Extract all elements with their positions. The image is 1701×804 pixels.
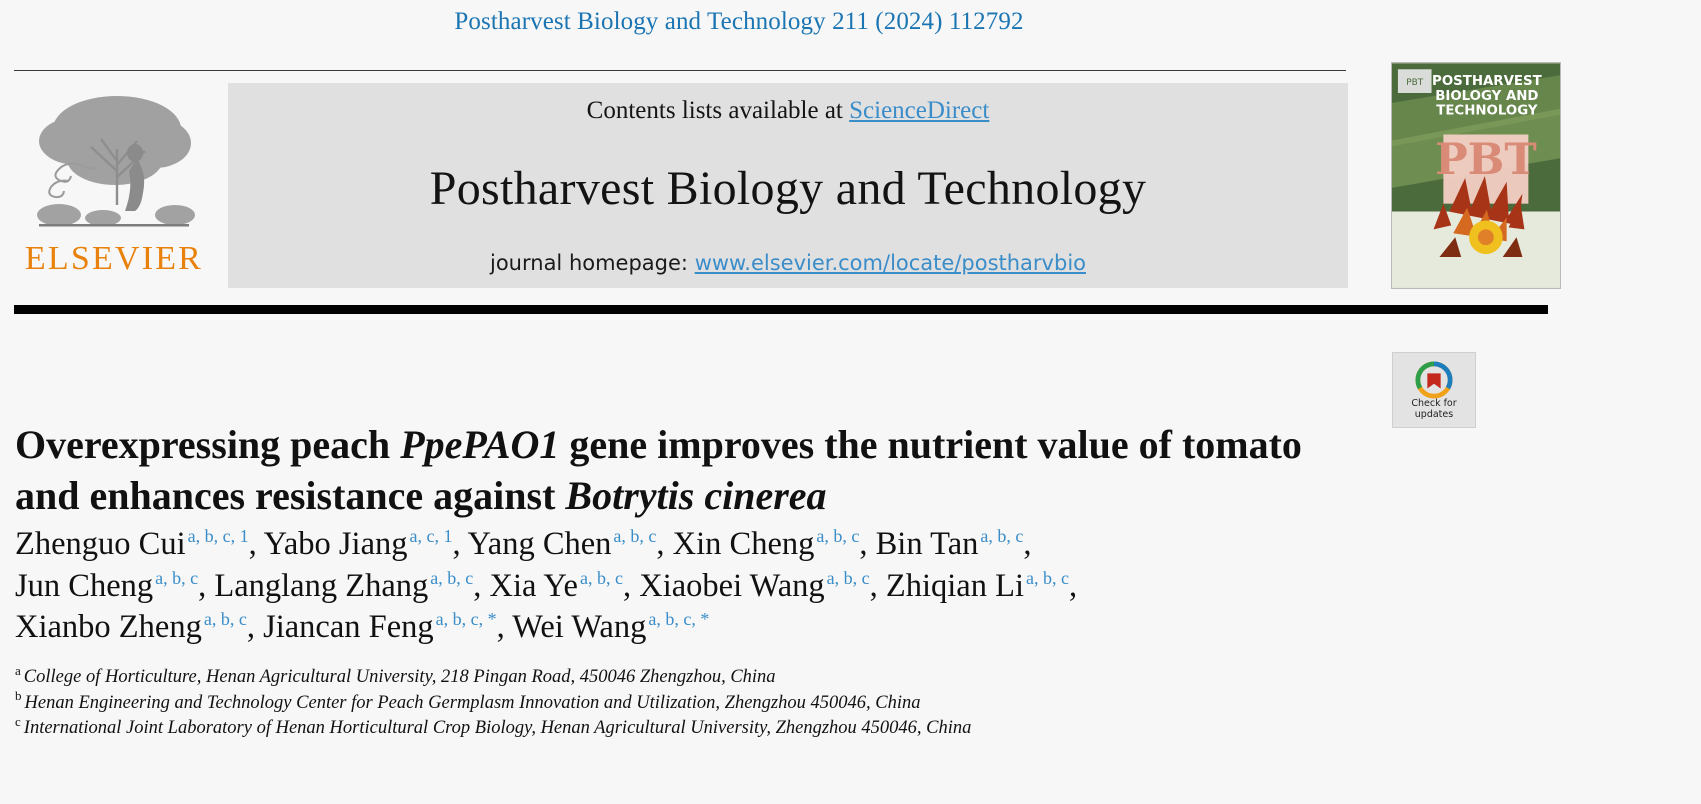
- journal-masthead: ELSEVIER Contents lists available at Sci…: [14, 83, 1348, 288]
- author-name[interactable]: Wei Wang: [512, 609, 647, 646]
- author-affiliation-marks[interactable]: a, b, c: [613, 526, 657, 547]
- author-separator: ,: [496, 609, 513, 646]
- affiliation-text: College of Horticulture, Henan Agricultu…: [23, 667, 776, 687]
- author-affiliation-marks[interactable]: a, b, c: [1025, 567, 1069, 588]
- affiliation-mark: c: [15, 713, 21, 729]
- author-name[interactable]: Langlang Zhang: [214, 567, 429, 604]
- author-separator: ,: [1023, 526, 1032, 562]
- author-affiliation-marks[interactable]: a, b, c, 1: [187, 526, 249, 547]
- author-name[interactable]: Yang Chen: [467, 526, 612, 562]
- affiliation-item: b Henan Engineering and Technology Center…: [15, 688, 1415, 717]
- title-gene-name: PpePAO1: [400, 421, 560, 467]
- author-line: Xianbo Zheng a, b, c, Jiancan Feng a, b, c…: [15, 607, 1360, 649]
- affiliation-text: International Joint Laboratory of Henan …: [23, 718, 972, 739]
- svg-text:POSTHARVEST: POSTHARVEST: [1432, 74, 1543, 89]
- author-line: Zhenguo Cui a, b, c, 1, Yabo Jiang a, c, 1…: [15, 524, 1360, 566]
- author-separator: ,: [1068, 567, 1078, 604]
- crossmark-label-line2: updates: [1414, 409, 1454, 420]
- author-affiliation-marks[interactable]: a, b, c: [816, 526, 860, 547]
- homepage-line: journal homepage: www.elsevier.com/locat…: [490, 251, 1086, 275]
- affiliation-item: c International Joint Laboratory of Henan…: [15, 713, 1415, 742]
- author-separator: ,: [859, 526, 876, 562]
- journal-title: Postharvest Biology and Technology: [429, 161, 1147, 215]
- crossmark-label-line1: Check for: [1411, 398, 1457, 410]
- author-name[interactable]: Xin Cheng: [672, 526, 815, 562]
- contents-line: Contents lists available at ScienceDirec…: [587, 97, 990, 125]
- journal-cover-thumbnail[interactable]: PBT POSTHARVEST BIOLOGY AND TECHNOLOGY P…: [1391, 62, 1561, 289]
- homepage-prefix: journal homepage:: [490, 250, 695, 275]
- svg-text:PBT: PBT: [1435, 134, 1537, 185]
- elsevier-logo: ELSEVIER: [14, 83, 214, 288]
- article-title: Overexpressing peach PpePAO1 gene improv…: [15, 419, 1355, 521]
- author-name[interactable]: Jiancan Feng: [263, 609, 434, 646]
- sciencedirect-link[interactable]: ScienceDirect: [849, 97, 990, 124]
- author-list: Zhenguo Cui a, b, c, 1, Yabo Jiang a, c, 1…: [15, 524, 1360, 649]
- author-affiliation-marks[interactable]: a, b, c: [579, 567, 623, 588]
- author-separator: ,: [869, 567, 886, 604]
- author-name[interactable]: Yabo Jiang: [263, 526, 408, 562]
- author-separator: ,: [452, 526, 468, 562]
- author-separator: ,: [246, 609, 264, 646]
- affiliation-list: a College of Horticulture, Henan Agricult…: [15, 662, 1415, 742]
- author-affiliation-marks[interactable]: a, b, c: [430, 567, 474, 588]
- svg-text:TECHNOLOGY: TECHNOLOGY: [1436, 104, 1538, 119]
- journal-homepage-link[interactable]: www.elsevier.com/locate/postharvbio: [694, 250, 1086, 275]
- title-segment-2: gene improves the nutrient value of toma…: [15, 421, 1302, 518]
- running-head: Postharvest Biology and Technology 211 (…: [454, 8, 1024, 35]
- author-name[interactable]: Xiaobei Wang: [639, 567, 825, 604]
- journal-cover-image: PBT POSTHARVEST BIOLOGY AND TECHNOLOGY P…: [1392, 63, 1560, 288]
- author-separator: ,: [248, 526, 264, 562]
- crossmark-check-icon: [1415, 361, 1453, 399]
- author-affiliation-marks[interactable]: a, c, 1: [409, 526, 453, 547]
- header-rule: [14, 70, 1346, 71]
- author-name[interactable]: Bin Tan: [875, 526, 979, 562]
- section-divider-bar: [14, 305, 1548, 314]
- author-separator: ,: [198, 567, 215, 604]
- affiliation-text: Henan Engineering and Technology Center …: [24, 692, 921, 713]
- elsevier-tree-icon: [25, 87, 203, 239]
- author-affiliation-marks[interactable]: a, b, c: [980, 526, 1024, 547]
- affiliation-item: a College of Horticulture, Henan Agricult…: [15, 662, 1415, 691]
- author-affiliation-marks[interactable]: a, b, c, *: [435, 609, 497, 630]
- author-affiliation-marks[interactable]: a, b, c: [203, 609, 247, 630]
- author-line: Jun Cheng a, b, c, Langlang Zhang a, b, c,…: [15, 566, 1360, 608]
- svg-text:PBT: PBT: [1406, 78, 1423, 88]
- elsevier-wordmark: ELSEVIER: [24, 240, 204, 277]
- author-name[interactable]: Zhenguo Cui: [15, 526, 186, 562]
- crossmark-badge[interactable]: Check for updates: [1392, 352, 1476, 428]
- contents-prefix: Contents lists available at: [586, 97, 850, 124]
- author-separator: ,: [656, 526, 673, 562]
- author-name[interactable]: Jun Cheng: [15, 567, 154, 604]
- title-species-name: Botrytis cinerea: [565, 472, 827, 518]
- author-separator: ,: [622, 567, 640, 604]
- author-separator: ,: [473, 567, 490, 604]
- author-affiliation-marks[interactable]: a, b, c: [155, 567, 199, 588]
- affiliation-mark: b: [15, 688, 22, 704]
- author-name[interactable]: Zhiqian Li: [885, 567, 1024, 604]
- affiliation-mark: a: [15, 662, 21, 678]
- svg-text:BIOLOGY AND: BIOLOGY AND: [1435, 89, 1538, 104]
- journal-banner: Contents lists available at ScienceDirec…: [228, 83, 1348, 288]
- author-affiliation-marks[interactable]: a, b, c, *: [648, 609, 710, 630]
- author-name[interactable]: Xianbo Zheng: [15, 609, 202, 646]
- author-name[interactable]: Xia Ye: [489, 567, 578, 604]
- author-affiliation-marks[interactable]: a, b, c: [826, 567, 870, 588]
- title-segment-1: Overexpressing peach: [15, 421, 401, 467]
